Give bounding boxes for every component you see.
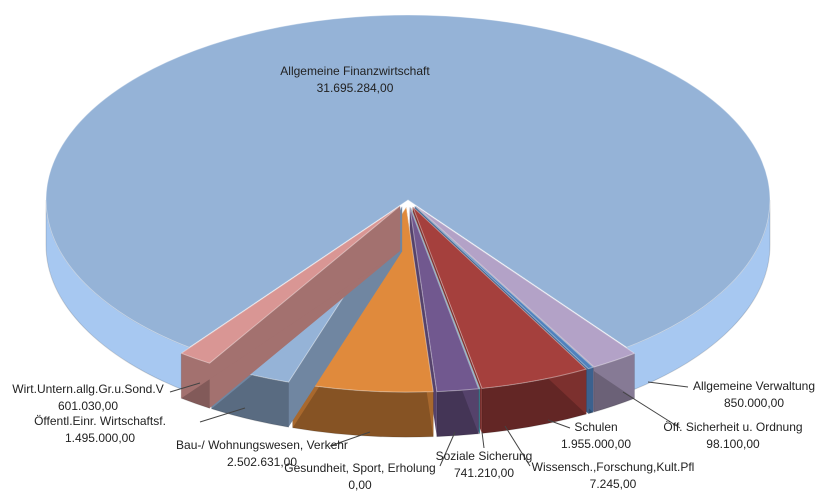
leader-line xyxy=(199,407,246,423)
data-label-name: Soziale Sicherung xyxy=(436,449,533,463)
slice-cut xyxy=(181,205,401,399)
data-label-name: Wissensch.,Forschung,Kult.Pfl xyxy=(532,460,695,474)
slice-top xyxy=(415,205,636,368)
pie xyxy=(45,14,771,438)
labels: Allgemeine Finanzwirtschaft 31.695.284,00… xyxy=(12,64,815,492)
data-label-value: 741.210,00 xyxy=(454,466,514,480)
slice-top xyxy=(45,14,771,348)
leader-line xyxy=(504,425,531,467)
data-label-name: Wirt.Untern.allg.Gr.u.Sond.V xyxy=(12,382,163,396)
data-label-name: Allgemeine Verwaltung xyxy=(693,379,815,393)
slice-top xyxy=(412,206,588,389)
data-label-name: Öff. Sicherheit u. Ordnung xyxy=(663,420,802,434)
slice xyxy=(180,205,401,409)
leader-line xyxy=(169,382,201,393)
slice-top xyxy=(409,206,480,393)
data-label-value: 1.955.000,00 xyxy=(561,437,631,451)
leader-line xyxy=(647,381,689,388)
leader-line xyxy=(439,431,456,467)
slice-top xyxy=(414,205,595,370)
data-label-name: Gesundheit, Sport, Erholung xyxy=(284,461,435,475)
slice xyxy=(45,14,771,394)
data-label-name: Allgemeine Finanzwirtschaft xyxy=(280,64,430,78)
leader-line xyxy=(329,431,371,447)
leader-line xyxy=(547,419,571,429)
leader-lines xyxy=(169,381,689,467)
data-label-value: 850.000,00 xyxy=(724,396,784,410)
data-label-name: Bau-/ Wohnungswesen, Verkehr xyxy=(176,438,348,452)
slice xyxy=(409,206,480,438)
data-label-value: 31.695.284,00 xyxy=(317,81,394,95)
slice-top xyxy=(180,205,401,364)
data-label-name: Schulen xyxy=(574,420,617,434)
data-label-value: 601.030,00 xyxy=(58,399,118,413)
slice-top xyxy=(410,206,481,390)
leader-line xyxy=(622,391,681,429)
data-label-value: 1.495.000,00 xyxy=(65,431,135,445)
data-label-value: 98.100,00 xyxy=(706,437,760,451)
data-label-value: 2.502.631,00 xyxy=(227,455,297,469)
data-label-value: 0,00 xyxy=(348,478,372,492)
data-label-name: Öffentl.Einr. Wirtschaftsf. xyxy=(34,414,166,428)
leader-line xyxy=(481,431,485,449)
data-label-value: 7.245,00 xyxy=(590,477,637,491)
